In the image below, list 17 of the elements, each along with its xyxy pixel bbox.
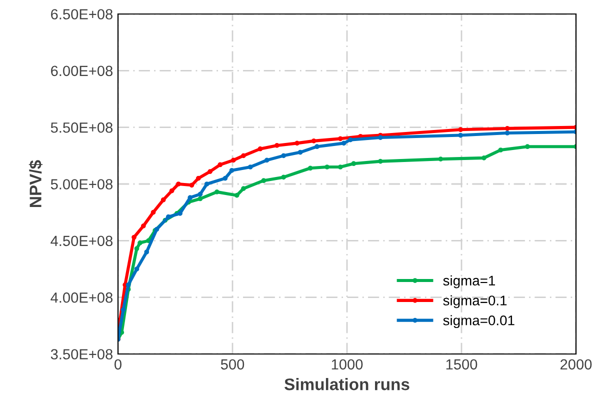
legend-label: sigma=0.1 — [443, 295, 507, 308]
y-tick-label: 6.50E+08 — [51, 9, 113, 20]
y-tick-label: 3.50E+08 — [50, 349, 113, 360]
x-tick-label: 1000 — [332, 359, 363, 370]
y-tick-label: 5.00E+08 — [50, 179, 113, 190]
x-tick-label: 500 — [220, 359, 244, 370]
y-tick-label: 5.50E+08 — [50, 122, 113, 133]
x-tick-label: 0 — [114, 359, 122, 370]
x-axis-title: Simulation runs — [284, 378, 410, 390]
legend-label: sigma=1 — [443, 275, 496, 288]
legend-label: sigma=0.01 — [443, 315, 514, 328]
x-tick-label: 2000 — [560, 359, 592, 370]
y-tick-label: 4.00E+08 — [50, 292, 113, 303]
x-tick-label: 1500 — [446, 359, 478, 370]
y-tick-label: 6.00E+08 — [51, 66, 113, 76]
y-tick-label: 4.50E+08 — [50, 236, 113, 246]
y-axis-title: NPV/$ — [28, 160, 43, 207]
